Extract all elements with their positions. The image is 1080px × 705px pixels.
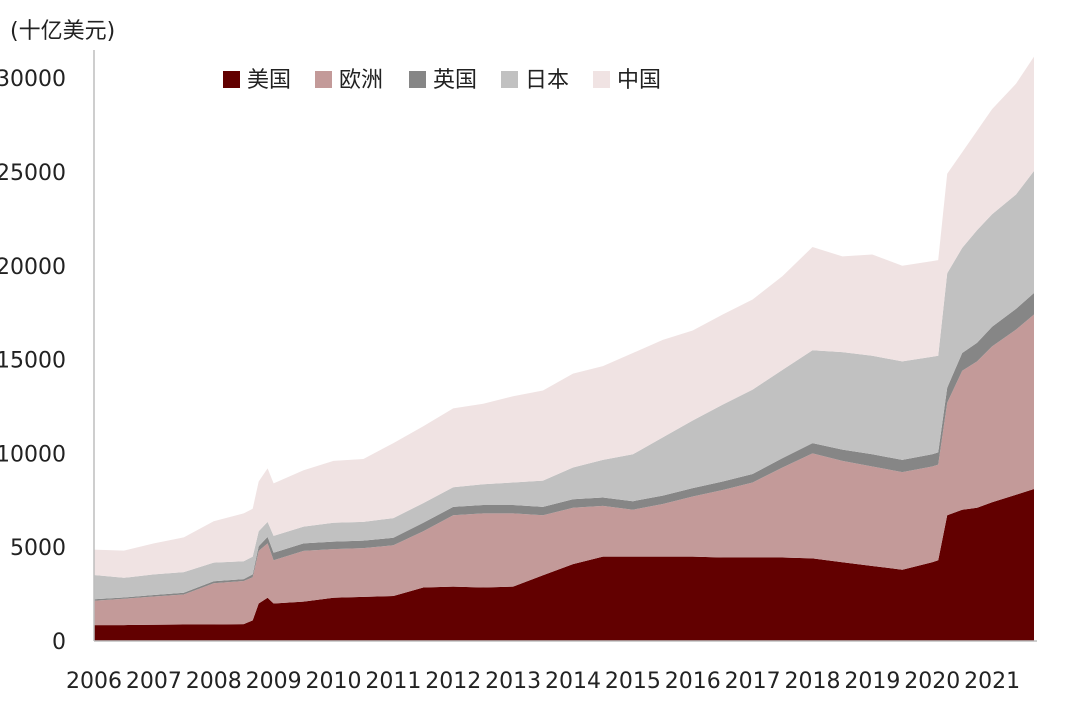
legend-swatch xyxy=(501,71,518,88)
legend-item-1: 欧洲 xyxy=(315,68,383,93)
legend-swatch xyxy=(315,71,332,88)
series-area-3 xyxy=(94,171,1034,600)
x-tick-label: 2008 xyxy=(186,669,242,694)
x-tick-label: 2020 xyxy=(904,669,960,694)
y-axis-ticks: 0 5000 10000 15000 20000 25000 30000 xyxy=(0,67,66,655)
legend-label: 欧洲 xyxy=(339,68,383,93)
x-tick-label: 2007 xyxy=(126,669,182,694)
y-axis-unit-label: (十亿美元) xyxy=(10,19,115,44)
y-tick-label: 5000 xyxy=(10,536,66,561)
x-tick-label: 2019 xyxy=(844,669,900,694)
series-area-4 xyxy=(94,56,1034,578)
legend-label: 美国 xyxy=(247,68,291,93)
y-tick-label: 25000 xyxy=(0,161,66,186)
y-tick-label: 0 xyxy=(52,630,66,655)
legend-swatch xyxy=(409,71,426,88)
x-tick-label: 2006 xyxy=(66,669,122,694)
x-tick-label: 2017 xyxy=(725,669,781,694)
legend: 美国 欧洲 英国 日本 中国 xyxy=(223,68,661,93)
x-tick-label: 2011 xyxy=(365,669,421,694)
series-area-1 xyxy=(94,314,1034,626)
x-tick-label: 2010 xyxy=(305,669,361,694)
legend-item-0: 美国 xyxy=(223,68,291,93)
legend-label: 日本 xyxy=(525,68,569,93)
legend-item-4: 中国 xyxy=(593,68,661,93)
x-tick-label: 2021 xyxy=(964,669,1020,694)
y-tick-label: 30000 xyxy=(0,67,66,92)
axes xyxy=(93,50,1037,642)
x-tick-label: 2016 xyxy=(665,669,721,694)
x-tick-label: 2009 xyxy=(246,669,302,694)
y-tick-label: 20000 xyxy=(0,255,66,280)
legend-item-3: 日本 xyxy=(501,68,569,93)
x-tick-label: 2013 xyxy=(485,669,541,694)
legend-item-2: 英国 xyxy=(409,68,477,93)
x-axis-ticks: 2006 2007 2008 2009 2010 2011 2012 2013 2014 2015… xyxy=(66,669,1020,694)
x-tick-label: 2015 xyxy=(605,669,661,694)
legend-swatch xyxy=(223,71,240,88)
x-tick-label: 2018 xyxy=(784,669,840,694)
x-tick-label: 2014 xyxy=(545,669,601,694)
legend-label: 中国 xyxy=(617,68,661,93)
legend-label: 英国 xyxy=(433,68,477,93)
x-tick-label: 2012 xyxy=(425,669,481,694)
y-tick-label: 15000 xyxy=(0,349,66,374)
legend-swatch xyxy=(593,71,610,88)
series-area-0 xyxy=(94,489,1034,641)
series-areas xyxy=(94,56,1034,641)
y-tick-label: 10000 xyxy=(0,442,66,467)
